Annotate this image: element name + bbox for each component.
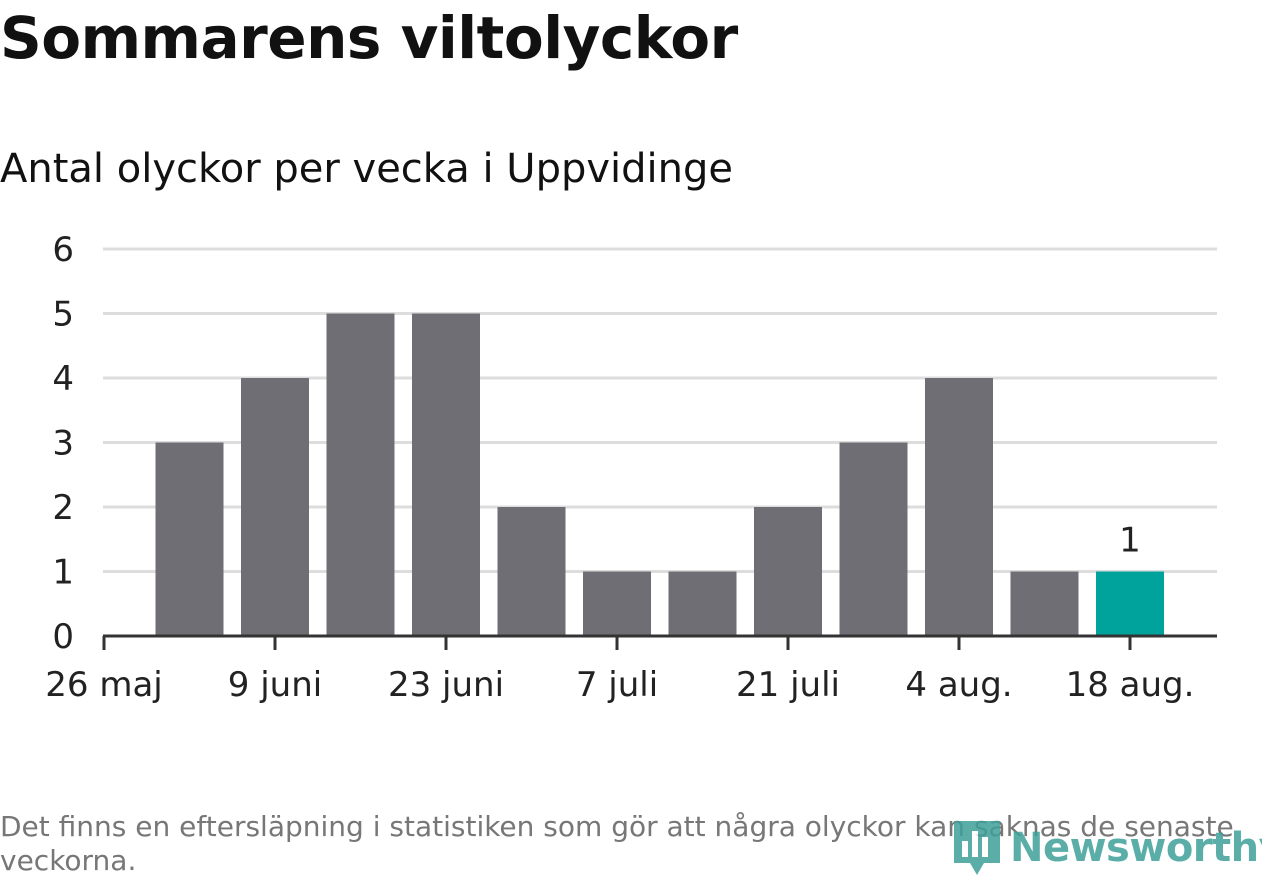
bar (155, 442, 224, 636)
bar (754, 507, 822, 636)
bar (1096, 571, 1164, 636)
bar (668, 571, 737, 636)
x-tick-label: 18 aug. (1066, 665, 1195, 705)
bar (497, 507, 566, 636)
bar (241, 378, 309, 636)
y-tick-label: 6 (52, 230, 74, 270)
bar-chart-icon (954, 821, 1000, 875)
x-tick-label: 7 juli (576, 665, 658, 705)
bar (326, 313, 395, 636)
bar (839, 442, 908, 636)
x-tick-label: 26 maj (45, 665, 162, 705)
bar (412, 313, 480, 636)
x-tick-label: 23 juni (388, 665, 504, 705)
footnote: Det finns en eftersläpning i statistiken… (0, 810, 1234, 877)
bar-chart: 0 1 2 3 4 5 6 1 26 maj 9 juni 23 juni 7 juli 21 juli… (45, 230, 1217, 705)
y-tick-label: 4 (52, 359, 74, 399)
chart-title: Sommarens viltolyckor (0, 4, 738, 72)
y-tick-label: 5 (52, 295, 74, 335)
bar (925, 378, 993, 636)
y-tick-label: 2 (52, 488, 74, 528)
logo-text: Newsworthy (1010, 825, 1262, 871)
y-tick-label: 0 (52, 617, 74, 657)
data-label: 1 (1119, 521, 1141, 561)
x-tick-label: 21 juli (736, 665, 840, 705)
x-tick-label: 4 aug. (905, 665, 1012, 705)
y-tick-label: 1 (52, 553, 74, 593)
newsworthy-logo: Newsworthy (950, 816, 1262, 880)
x-tick-label: 9 juni (228, 665, 322, 705)
bar (583, 571, 651, 636)
y-tick-label: 3 (52, 424, 74, 464)
chart-subtitle: Antal olyckor per vecka i Uppvidinge (0, 146, 734, 192)
bar (1010, 571, 1079, 636)
